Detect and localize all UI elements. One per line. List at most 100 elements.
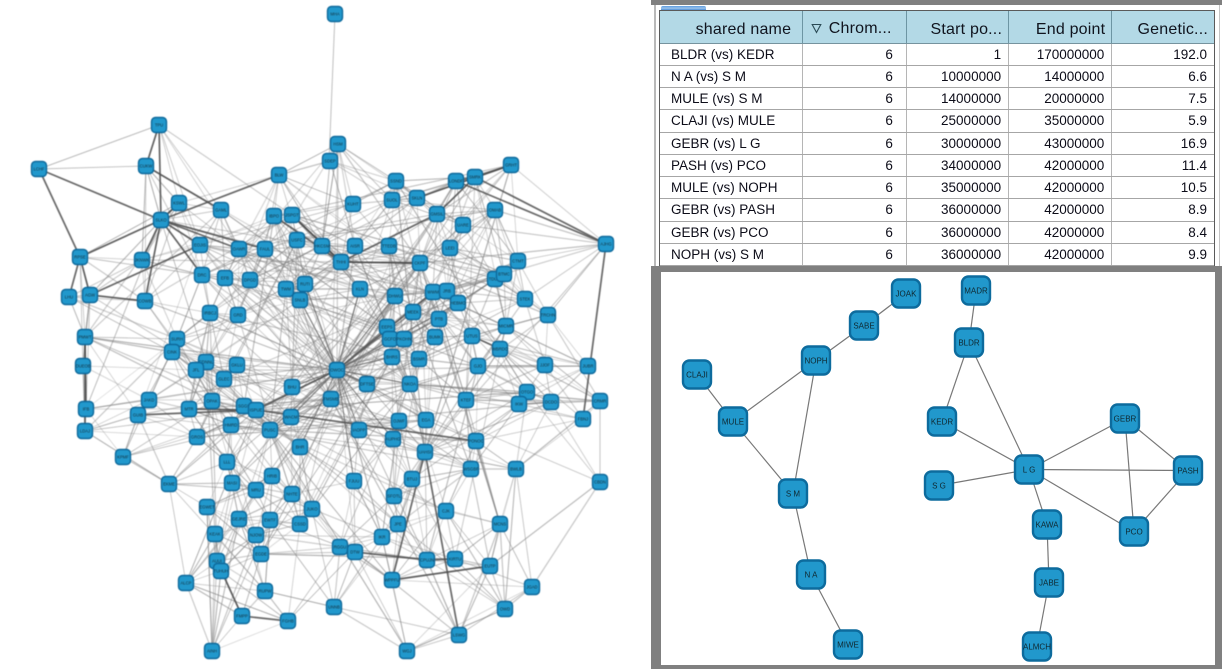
- svg-text:CBDN: CBDN: [594, 480, 606, 485]
- svg-text:ISPUE: ISPUE: [250, 408, 263, 413]
- svg-text:TTEDB: TTEDB: [382, 244, 396, 249]
- svg-text:S M: S M: [786, 489, 801, 498]
- svg-text:CLAJI: CLAJI: [686, 370, 708, 379]
- svg-text:AUUI: AUUI: [212, 559, 222, 564]
- svg-text:BLW: BLW: [275, 173, 284, 178]
- svg-text:SURH: SURH: [171, 337, 183, 342]
- svg-text:KEAK: KEAK: [209, 532, 220, 537]
- svg-text:EEPS: EEPS: [381, 325, 392, 330]
- svg-text:CTMT: CTMT: [512, 259, 524, 264]
- svg-text:GEBR: GEBR: [1114, 414, 1137, 423]
- svg-text:KSWL: KSWL: [173, 201, 186, 206]
- svg-text:MADR: MADR: [964, 286, 988, 295]
- svg-text:WSGBF: WSGBF: [463, 467, 479, 472]
- svg-text:GUIB: GUIB: [133, 413, 143, 418]
- svg-text:TPU: TPU: [155, 123, 163, 128]
- svg-text:L G: L G: [1023, 465, 1036, 474]
- svg-text:KEDR: KEDR: [931, 417, 953, 426]
- svg-text:FGHB: FGHB: [282, 619, 294, 624]
- svg-text:NHTE: NHTE: [286, 492, 298, 497]
- svg-text:JFL: JFL: [193, 368, 201, 373]
- svg-text:FAUL: FAUL: [260, 247, 271, 252]
- svg-text:S G: S G: [932, 481, 946, 490]
- svg-text:MHA: MHA: [330, 12, 340, 17]
- svg-text:UNNB: UNNB: [328, 605, 340, 610]
- svg-text:CPUJN: CPUJN: [420, 558, 434, 563]
- svg-text:OWOC: OWOC: [330, 368, 344, 373]
- svg-text:OWD: OWD: [500, 607, 510, 612]
- svg-text:AINH: AINH: [207, 649, 217, 654]
- svg-text:ALMCH: ALMCH: [1023, 642, 1051, 651]
- svg-text:STEK: STEK: [520, 297, 531, 302]
- svg-text:JKNWK: JKNWK: [135, 258, 150, 263]
- svg-text:RUTI: RUTI: [300, 282, 310, 287]
- svg-text:SKLN: SKLN: [412, 196, 423, 201]
- svg-text:KLN: KLN: [356, 287, 364, 292]
- svg-text:RGGU: RGGU: [334, 545, 347, 550]
- svg-text:DHWU: DHWU: [388, 294, 401, 299]
- svg-text:CRMR: CRMR: [594, 399, 607, 404]
- svg-text:IRBCJ: IRBCJ: [204, 311, 216, 316]
- svg-text:MTR: MTR: [184, 407, 193, 412]
- svg-text:HSM: HSM: [333, 142, 343, 147]
- svg-text:UARE: UARE: [457, 223, 469, 228]
- svg-text:CJK: CJK: [442, 509, 450, 514]
- svg-text:EGA: EGA: [422, 418, 431, 423]
- svg-text:SUOL: SUOL: [386, 198, 398, 203]
- svg-text:DPGD: DPGD: [244, 278, 256, 283]
- svg-text:KAWA: KAWA: [1036, 520, 1060, 529]
- svg-text:GLEC: GLEC: [218, 377, 229, 382]
- svg-text:MULE: MULE: [722, 417, 744, 426]
- svg-text:GMSIL: GMSIL: [430, 212, 444, 217]
- svg-text:OTGO: OTGO: [521, 390, 534, 395]
- svg-text:CDNNL: CDNNL: [199, 360, 214, 365]
- svg-text:COWB: COWB: [138, 299, 151, 304]
- svg-text:EKME: EKME: [163, 482, 175, 487]
- svg-text:PUSC: PUSC: [264, 428, 276, 433]
- svg-text:GROS: GROS: [191, 435, 204, 440]
- svg-text:IFB: IFB: [83, 407, 90, 412]
- svg-text:LDAJ: LDAJ: [80, 429, 90, 434]
- svg-text:GRHT: GRHT: [505, 163, 517, 168]
- svg-text:MEEK: MEEK: [407, 310, 419, 315]
- svg-text:LLL: LLL: [224, 460, 232, 465]
- svg-text:OUEOB: OUEOB: [75, 364, 90, 369]
- svg-text:OPAK: OPAK: [206, 399, 218, 404]
- svg-text:OAWR: OAWR: [233, 247, 246, 252]
- svg-text:RPSE: RPSE: [74, 255, 86, 260]
- svg-text:NKOA: NKOA: [404, 382, 416, 387]
- svg-text:MASI: MASI: [227, 481, 237, 486]
- svg-text:GKLU: GKLU: [231, 363, 242, 368]
- svg-text:FMPP: FMPP: [236, 614, 248, 619]
- svg-text:JGAD: JGAD: [526, 585, 537, 590]
- svg-text:EGWET: EGWET: [199, 505, 215, 510]
- svg-text:TUHUH: TUHUH: [214, 569, 229, 574]
- svg-text:FJUU: FJUU: [349, 479, 360, 484]
- svg-text:AGW: AGW: [85, 293, 95, 298]
- svg-text:HRIB: HRIB: [267, 474, 277, 479]
- svg-text:BSMR: BSMR: [413, 357, 425, 362]
- svg-text:AJHG: AJHG: [600, 242, 611, 247]
- svg-text:TDUW: TDUW: [489, 277, 502, 282]
- svg-text:JABE: JABE: [1039, 578, 1059, 587]
- svg-text:FBNJ: FBNJ: [578, 417, 588, 422]
- svg-text:MIWE: MIWE: [837, 640, 859, 649]
- svg-text:DTW: DTW: [350, 550, 360, 555]
- svg-text:OJWF: OJWF: [393, 419, 405, 424]
- svg-text:SABE: SABE: [853, 321, 874, 330]
- svg-text:DCDO: DCDO: [545, 400, 558, 405]
- svg-text:EWTF: EWTF: [264, 518, 276, 523]
- svg-text:JSPGT: JSPGT: [285, 213, 299, 218]
- svg-text:EUTP: EUTP: [484, 564, 495, 569]
- svg-text:CUKW: CUKW: [140, 164, 153, 169]
- svg-text:TRCHN: TRCHN: [541, 313, 556, 318]
- svg-text:BHU: BHU: [288, 385, 297, 390]
- svg-text:BTMC: BTMC: [498, 272, 510, 277]
- svg-text:SLKO: SLKO: [155, 218, 167, 223]
- svg-text:GRD: GRD: [233, 313, 242, 318]
- svg-text:DRC: DRC: [197, 273, 206, 278]
- svg-text:MRU: MRU: [251, 488, 261, 493]
- svg-text:UTUS: UTUS: [466, 334, 478, 339]
- svg-text:GEJRE: GEJRE: [232, 517, 246, 522]
- svg-text:BHR: BHR: [296, 445, 305, 450]
